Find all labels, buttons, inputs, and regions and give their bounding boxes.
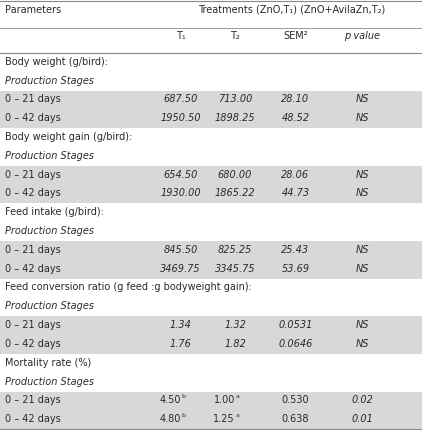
- Text: 654.50: 654.50: [163, 169, 198, 179]
- Text: 1.34: 1.34: [170, 319, 192, 329]
- Text: T₂: T₂: [230, 31, 240, 41]
- Text: Treatments (ZnO,T₁) (ZnO+AvilaZn,T₂): Treatments (ZnO,T₁) (ZnO+AvilaZn,T₂): [197, 5, 385, 15]
- Bar: [0, 241, 422, 260]
- Bar: [0, 335, 422, 354]
- Text: NS: NS: [355, 113, 369, 123]
- Text: 0 – 21 days: 0 – 21 days: [5, 319, 61, 329]
- Text: 0 – 21 days: 0 – 21 days: [5, 94, 61, 104]
- Text: 0.638: 0.638: [281, 413, 309, 423]
- Text: 0 – 42 days: 0 – 42 days: [5, 413, 61, 423]
- Text: Mortality rate (%): Mortality rate (%): [5, 357, 91, 367]
- Text: 0 – 42 days: 0 – 42 days: [5, 188, 61, 198]
- Text: 0 – 21 days: 0 – 21 days: [5, 244, 61, 254]
- Text: NS: NS: [355, 94, 369, 104]
- Text: a: a: [235, 412, 239, 417]
- Text: NS: NS: [355, 338, 369, 348]
- Text: 1930.00: 1930.00: [160, 188, 201, 198]
- Text: SEM²: SEM²: [283, 31, 308, 41]
- Text: 3345.75: 3345.75: [215, 263, 255, 273]
- Text: 48.52: 48.52: [281, 113, 309, 123]
- Text: b: b: [181, 412, 185, 417]
- Text: 713.00: 713.00: [218, 94, 252, 104]
- Text: 1898.25: 1898.25: [215, 113, 255, 123]
- Bar: [0, 91, 422, 110]
- Text: 1.82: 1.82: [224, 338, 246, 348]
- Text: T₁: T₁: [176, 31, 186, 41]
- Bar: [0, 110, 422, 129]
- Text: 0 – 42 days: 0 – 42 days: [5, 338, 61, 348]
- Bar: [0, 260, 422, 279]
- Text: 0 – 21 days: 0 – 21 days: [5, 394, 61, 404]
- Text: 1.76: 1.76: [170, 338, 192, 348]
- Text: NS: NS: [355, 244, 369, 254]
- Text: 4.50: 4.50: [159, 394, 181, 404]
- Text: 1.32: 1.32: [224, 319, 246, 329]
- Text: 825.25: 825.25: [218, 244, 252, 254]
- Text: 3469.75: 3469.75: [160, 263, 201, 273]
- Bar: [0, 410, 422, 429]
- Text: Production Stages: Production Stages: [5, 225, 94, 236]
- Text: 0.0531: 0.0531: [278, 319, 313, 329]
- Text: 1950.50: 1950.50: [160, 113, 201, 123]
- Text: 0 – 42 days: 0 – 42 days: [5, 113, 61, 123]
- Text: 4.80: 4.80: [159, 413, 181, 423]
- Text: Production Stages: Production Stages: [5, 376, 94, 386]
- Text: 28.06: 28.06: [281, 169, 309, 179]
- Text: Body weight (g/bird):: Body weight (g/bird):: [5, 57, 108, 67]
- Text: 687.50: 687.50: [163, 94, 198, 104]
- Text: Body weight gain (g/bird):: Body weight gain (g/bird):: [5, 132, 133, 141]
- Text: Production Stages: Production Stages: [5, 75, 94, 85]
- Text: 0 – 42 days: 0 – 42 days: [5, 263, 61, 273]
- Bar: [0, 316, 422, 335]
- Text: 28.10: 28.10: [281, 94, 309, 104]
- Bar: [0, 166, 422, 185]
- Text: Production Stages: Production Stages: [5, 150, 94, 160]
- Text: 0 – 21 days: 0 – 21 days: [5, 169, 61, 179]
- Text: p value: p value: [344, 31, 380, 41]
- Text: a: a: [235, 393, 239, 398]
- Text: 44.73: 44.73: [281, 188, 309, 198]
- Text: 0.01: 0.01: [351, 413, 373, 423]
- Bar: [0, 185, 422, 204]
- Text: 0.02: 0.02: [351, 394, 373, 404]
- Text: NS: NS: [355, 169, 369, 179]
- Text: 680.00: 680.00: [218, 169, 252, 179]
- Bar: [0, 392, 422, 410]
- Text: Parameters: Parameters: [5, 5, 61, 15]
- Text: 1865.22: 1865.22: [215, 188, 255, 198]
- Text: 845.50: 845.50: [163, 244, 198, 254]
- Text: Production Stages: Production Stages: [5, 301, 94, 310]
- Text: Feed conversion ratio (g feed :g bodyweight gain):: Feed conversion ratio (g feed :g bodywei…: [5, 282, 252, 292]
- Text: 0.0646: 0.0646: [278, 338, 313, 348]
- Text: 0.530: 0.530: [281, 394, 309, 404]
- Text: 1.00: 1.00: [214, 394, 235, 404]
- Text: NS: NS: [355, 319, 369, 329]
- Text: 53.69: 53.69: [281, 263, 309, 273]
- Text: NS: NS: [355, 263, 369, 273]
- Text: 1.25: 1.25: [214, 413, 235, 423]
- Text: b: b: [181, 393, 185, 398]
- Text: NS: NS: [355, 188, 369, 198]
- Text: Feed intake (g/bird):: Feed intake (g/bird):: [5, 207, 104, 217]
- Text: 25.43: 25.43: [281, 244, 309, 254]
